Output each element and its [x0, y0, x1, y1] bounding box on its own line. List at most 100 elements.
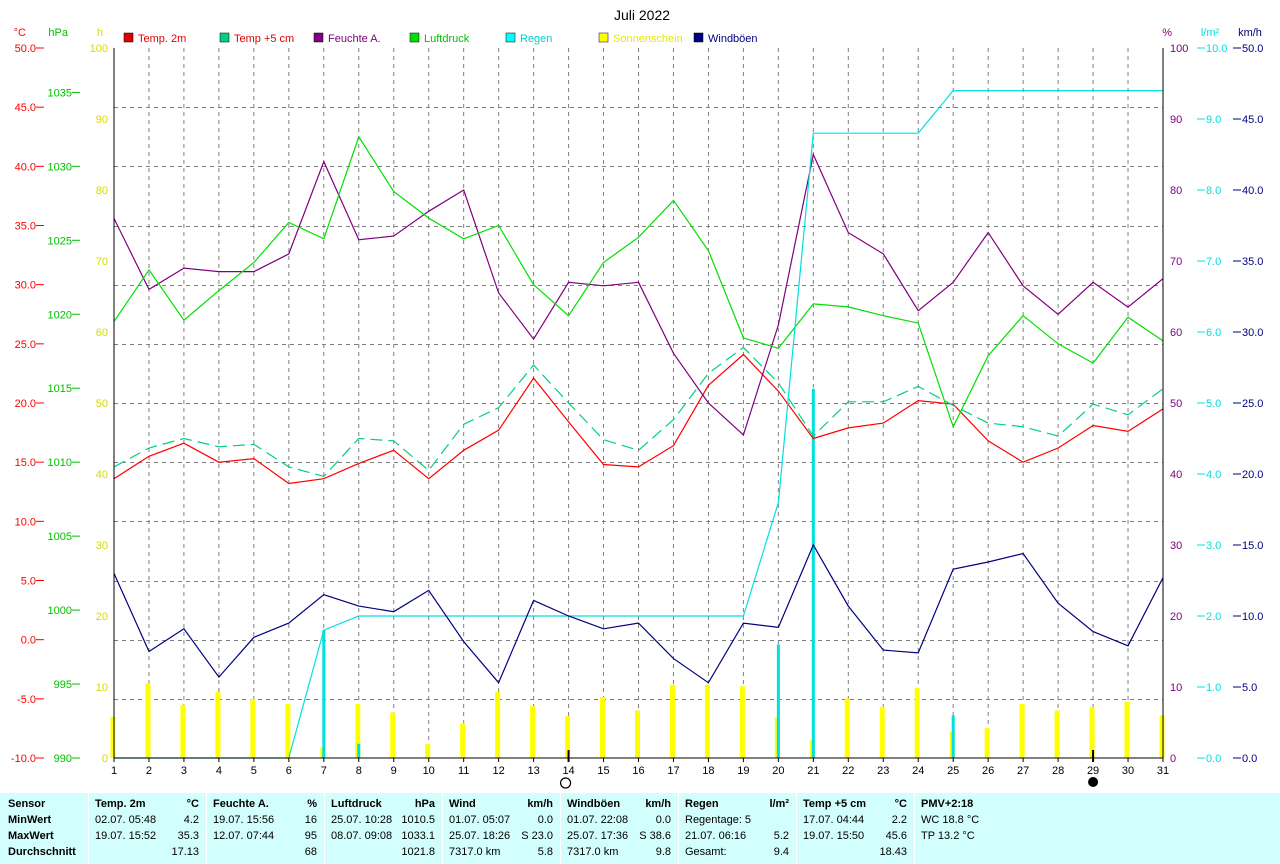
- y-tick-label: 50.0: [1242, 43, 1263, 55]
- y-tick-label: 0.0: [21, 635, 36, 647]
- axis-unit-label: km/h: [1238, 27, 1262, 39]
- stats-temp2m-title: Temp. 2m: [95, 798, 146, 810]
- sunshine-bar: [530, 706, 536, 758]
- sunshine-bar: [914, 687, 920, 758]
- legend-label: Temp. 2m: [138, 33, 186, 45]
- y-tick-label: 20: [96, 611, 108, 623]
- sunshine-bar: [1019, 704, 1025, 758]
- stats-cell: 01.07. 05:07: [449, 814, 511, 826]
- rain-bar: [811, 388, 815, 758]
- stats-cell: Regentage: 5: [685, 814, 752, 826]
- stats-cell: 25.07. 10:28: [331, 814, 393, 826]
- sunshine-bar: [250, 699, 256, 758]
- stats-cell: 01.07. 22:08: [567, 814, 629, 826]
- y-tick-label: 1025: [48, 235, 72, 247]
- series-line-temp-2m: [113, 353, 1164, 485]
- y-tick-label: 10: [1170, 682, 1182, 694]
- legend-swatch: [598, 32, 609, 43]
- stats-cell: 5.8: [537, 846, 553, 858]
- y-tick-label: 15.0: [15, 457, 36, 469]
- legend-label: Windböen: [708, 33, 758, 45]
- legend-swatch: [123, 32, 134, 43]
- y-tick-label: 40: [96, 469, 108, 481]
- x-tick-label: 19: [737, 765, 749, 777]
- x-tick-label: 18: [702, 765, 714, 777]
- legend-swatch: [693, 32, 704, 43]
- stats-cell: 35.3: [177, 830, 199, 842]
- sunshine-bar: [1159, 715, 1165, 758]
- y-tick-label: 50: [96, 398, 108, 410]
- y-tick-label: 1005: [48, 531, 72, 543]
- y-tick-label: 35.0: [15, 221, 36, 233]
- sunshine-bar: [355, 704, 361, 758]
- sunshine-bar: [739, 686, 745, 758]
- y-tick-label: -5.0: [17, 694, 36, 706]
- y-tick-label: 20.0: [1242, 469, 1263, 481]
- y-tick-label: 80: [1170, 185, 1182, 197]
- stats-pmv-title: PMV+2:18: [921, 798, 974, 810]
- stats-cell: 45.6: [885, 830, 907, 842]
- legend-label: Luftdruck: [424, 33, 470, 45]
- stats-rain-title: Regen: [685, 798, 719, 810]
- y-tick-label: 1035: [48, 87, 72, 99]
- stats-cell: 17.07. 04:44: [803, 814, 865, 826]
- y-tick-label: 90: [1170, 114, 1182, 126]
- chart-legend: Temp. 2m Temp +5 cm Feuchte A. Luftdruck Reg…: [123, 32, 758, 45]
- y-tick-label: 5.0: [1242, 682, 1257, 694]
- y-tick-label: 60: [96, 327, 108, 339]
- sunshine-bar: [1054, 710, 1060, 758]
- y-tick-label: 5.0: [21, 576, 36, 588]
- y-tick-label: 990: [54, 753, 72, 765]
- stats-cell: 16: [304, 814, 317, 826]
- legend-swatch: [409, 32, 420, 43]
- y-tick-label: 10: [96, 682, 108, 694]
- sunshine-bar: [145, 683, 151, 758]
- x-tick-label: 10: [423, 765, 435, 777]
- sunshine-bar: [600, 696, 606, 758]
- sunshine-bar: [669, 684, 675, 758]
- stats-col-pressure: Luftdruck hPa 25.07. 10:28 1010.5 08.07. 0…: [324, 793, 443, 864]
- sunshine-bar: [285, 704, 291, 758]
- stats-cell: 2.2: [891, 814, 907, 826]
- rain-bar: [776, 644, 780, 758]
- sunshine-bar: [984, 728, 990, 758]
- series-line-luftdruck: [113, 135, 1164, 429]
- new-moon-icon: [1088, 777, 1099, 787]
- legend-swatch: [219, 32, 230, 43]
- stats-cell: 21.07. 06:16: [685, 830, 747, 842]
- stats-cell: 25.07. 18:26: [449, 830, 511, 842]
- stats-cell: 08.07. 09:08: [331, 830, 393, 842]
- y-tick-label: 100: [90, 43, 108, 55]
- y-tick-label: 45.0: [1242, 114, 1263, 126]
- x-tick-label: 28: [1052, 765, 1064, 777]
- x-tick-label: 21: [807, 765, 819, 777]
- sunshine-bar: [844, 698, 850, 758]
- axis-unit-label: h: [97, 27, 103, 39]
- stats-gusts-title: Windböen: [567, 798, 621, 810]
- stats-cell: 0.0: [655, 814, 671, 826]
- stats-cell: 68: [304, 846, 317, 858]
- y-tick-label: 25.0: [1242, 398, 1263, 410]
- x-tick-label: 2: [146, 765, 152, 777]
- x-tick-label: 29: [1087, 765, 1099, 777]
- legend-label: Temp +5 cm: [234, 33, 294, 45]
- y-tick-label: 0: [102, 753, 108, 765]
- y-tick-label: 0.0: [1206, 753, 1221, 765]
- stats-pressure-unit: hPa: [414, 798, 435, 810]
- sunshine-bar: [215, 691, 221, 758]
- stats-cell: 1021.8: [401, 846, 435, 858]
- full-moon-icon: [559, 777, 572, 789]
- sunshine-bar: [460, 723, 466, 758]
- chart-lines: [113, 89, 1164, 759]
- x-tick-label: 11: [458, 765, 469, 777]
- stats-col-gusts: Windböen km/h 01.07. 22:08 0.0 25.07. 17:3…: [560, 793, 679, 864]
- stats-col-temp5: Temp +5 cm °C 17.07. 04:44 2.2 19.07. 15:5…: [796, 793, 915, 864]
- stats-row-avg: Durchschnitt: [8, 846, 76, 858]
- stats-wind-title: Wind: [449, 798, 476, 810]
- y-tick-label: 1010: [48, 457, 72, 469]
- y-tick-label: 10.0: [1242, 611, 1263, 623]
- y-tick-label: 30.0: [15, 280, 36, 292]
- x-tick-label: 7: [321, 765, 327, 777]
- stats-cell: Gesamt:: [685, 846, 727, 858]
- stats-temp5-title: Temp +5 cm: [803, 798, 867, 810]
